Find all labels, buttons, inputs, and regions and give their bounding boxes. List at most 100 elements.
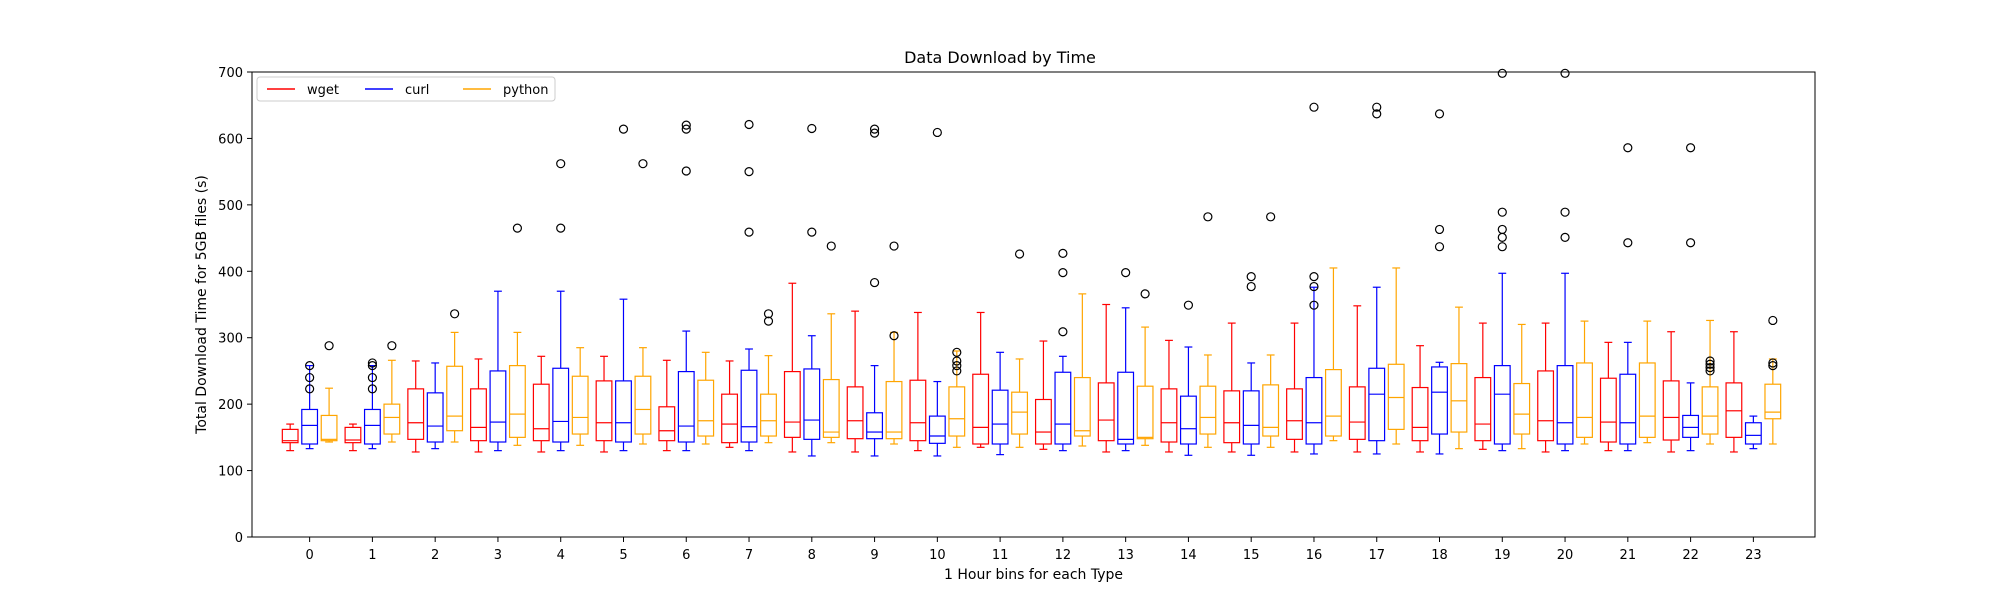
x-tick-label: 6 [682, 548, 690, 563]
legend-frame [256, 76, 556, 102]
outlier-point [1014, 249, 1025, 259]
x-tick-label: 5 [619, 548, 627, 563]
outlier-point [305, 361, 315, 371]
x-tick-label: 3 [494, 548, 502, 563]
iqr-box [446, 365, 464, 432]
outlier-point [1434, 242, 1445, 252]
outlier-point [681, 166, 691, 176]
curl-box-17 [1368, 102, 1386, 455]
outlier-point [367, 384, 378, 394]
iqr-box [1199, 385, 1217, 435]
python-box-16 [1324, 267, 1342, 442]
outlier-point [1685, 143, 1696, 153]
python-box-9 [885, 241, 903, 445]
python-box-15 [1262, 212, 1280, 448]
outlier-point [1497, 224, 1507, 235]
iqr-box [1348, 386, 1366, 440]
plot-frame [251, 71, 1816, 538]
iqr-box [470, 388, 487, 442]
x-tick-label: 14 [1180, 548, 1197, 563]
outlier-point [807, 123, 817, 134]
curl-box-23 [1744, 415, 1762, 450]
python-box-8 [822, 241, 840, 444]
iqr-box [677, 370, 695, 443]
iqr-box [1411, 386, 1429, 442]
legend: wget curl python [256, 76, 556, 102]
iqr-box [740, 369, 758, 443]
wget-box-5 [595, 355, 613, 453]
wget-box-1 [344, 423, 362, 452]
python-box-12 [1073, 293, 1091, 447]
wget-box-20 [1537, 322, 1555, 453]
wget-box-10 [909, 311, 927, 452]
python-box-7 [760, 309, 777, 444]
outlier-point [1560, 232, 1570, 243]
outlier-point [1497, 68, 1507, 78]
iqr-box [320, 414, 338, 442]
python-box-13 [1136, 289, 1154, 446]
outlier-point [305, 372, 315, 383]
outlier-point [1266, 212, 1276, 222]
iqr-box [1286, 388, 1303, 440]
outlier-point [681, 120, 691, 130]
curl-box-2 [426, 362, 444, 450]
python-box-18 [1450, 306, 1468, 450]
iqr-box [508, 365, 526, 438]
curl-box-1 [363, 358, 381, 450]
curl-box-21 [1619, 143, 1637, 452]
iqr-box [697, 379, 715, 437]
outlier-point [556, 159, 566, 169]
iqr-box [1474, 376, 1492, 442]
outlier-point [1623, 238, 1633, 248]
outlier-point [367, 372, 378, 383]
outlier-point [512, 223, 523, 233]
iqr-box [1619, 373, 1637, 445]
iqr-box [991, 389, 1009, 445]
outlier-point [1203, 212, 1213, 222]
curl-box-3 [489, 290, 507, 452]
outlier-point [952, 366, 962, 376]
outlier-point [869, 124, 880, 134]
iqr-box [1324, 369, 1342, 437]
y-tick-label: 600 [218, 132, 243, 147]
outlier-point [618, 124, 629, 134]
x-tick-label: 0 [305, 548, 313, 563]
iqr-box [783, 370, 801, 438]
curl-box-9 [866, 124, 884, 457]
chart-title: Data Download by Time [904, 48, 1096, 67]
y-axis-label: Total Download Time for 5GB files (s) [194, 175, 210, 435]
iqr-box [721, 393, 739, 444]
y-tick-label: 200 [218, 398, 243, 413]
wget-box-22 [1662, 331, 1680, 453]
y-tick-label: 500 [218, 199, 243, 214]
outlier-point [1058, 248, 1068, 258]
outlier-point [1623, 143, 1633, 153]
iqr-box [1450, 363, 1468, 433]
iqr-box [885, 380, 903, 440]
x-tick-label: 13 [1117, 548, 1134, 563]
iqr-box [1556, 365, 1574, 445]
curl-box-22 [1682, 143, 1700, 452]
outlier-point [1058, 268, 1068, 278]
outlier-point [744, 167, 754, 177]
x-tick-label: 7 [745, 548, 753, 563]
python-box-21 [1638, 320, 1656, 444]
outlier-point [367, 358, 378, 368]
curl-box-7 [740, 119, 758, 452]
outlier-point [1246, 272, 1256, 282]
curl-box-15 [1242, 272, 1260, 456]
outlier-point [889, 331, 899, 341]
wget-box-23 [1725, 331, 1743, 453]
wget-box-8 [783, 282, 801, 453]
iqr-box [489, 370, 507, 443]
x-tick-label: 4 [557, 548, 565, 563]
iqr-box [1701, 386, 1719, 435]
python-box-4 [571, 347, 589, 446]
x-tick-label: 10 [929, 548, 946, 563]
curl-box-20 [1556, 68, 1574, 452]
wget-box-15 [1223, 322, 1241, 453]
outlier-point [952, 356, 962, 366]
iqr-box [1160, 388, 1178, 443]
iqr-box [1223, 390, 1241, 444]
